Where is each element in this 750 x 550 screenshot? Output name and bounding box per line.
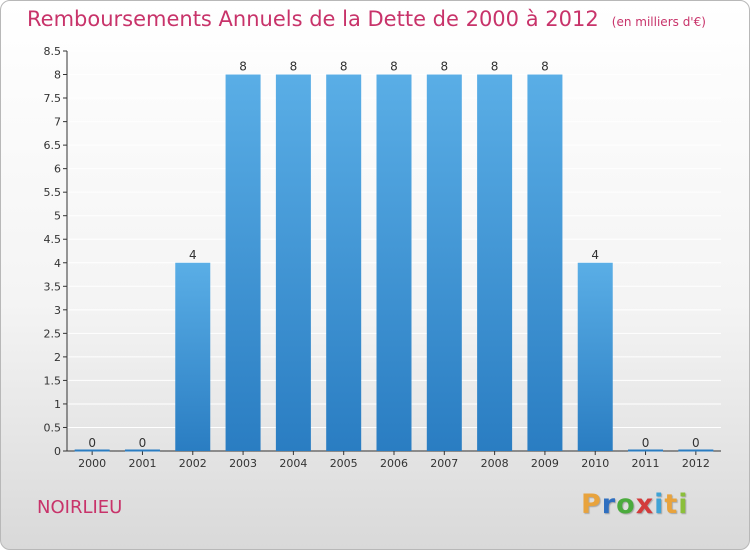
- data-label: 8: [541, 60, 549, 74]
- logo-letter: x: [635, 489, 655, 520]
- bar-layer: [74, 74, 714, 452]
- y-tick-label: 0: [54, 445, 61, 458]
- y-tick-label: 4.5: [44, 233, 62, 246]
- chart-title-unit: (en milliers d'€): [611, 15, 706, 29]
- y-tick-label: 2: [54, 351, 61, 364]
- x-tick-label: 2003: [229, 457, 257, 470]
- logo-letter: i: [654, 489, 665, 520]
- logo-letter: P: [581, 489, 602, 520]
- x-tick-label: 2002: [179, 457, 207, 470]
- bar: [275, 74, 311, 451]
- proxiti-logo[interactable]: Proxiti: [581, 489, 689, 520]
- y-tick-label: 3: [54, 304, 61, 317]
- y-tick-label: 7: [54, 116, 61, 129]
- data-label: 8: [440, 60, 448, 74]
- y-tick-label: 5: [54, 210, 61, 223]
- logo-letter: t: [664, 489, 679, 520]
- bar: [577, 262, 613, 451]
- y-tick-label: 6: [54, 163, 61, 176]
- x-tick-label: 2011: [632, 457, 660, 470]
- y-tick-label: 7.5: [44, 92, 62, 105]
- y-tick-label: 8.5: [44, 45, 62, 58]
- y-tick-label: 2.5: [44, 327, 62, 340]
- data-label: 0: [692, 436, 700, 450]
- commune-name: NOIRLIEU: [37, 497, 123, 518]
- x-tick-label: 2005: [330, 457, 358, 470]
- y-tick-label: 6.5: [44, 139, 62, 152]
- x-tick-label: 2006: [380, 457, 408, 470]
- data-label: 8: [290, 60, 298, 74]
- bar: [477, 74, 513, 451]
- data-label: 8: [239, 60, 247, 74]
- x-tick-label: 2000: [78, 457, 106, 470]
- data-label: 0: [139, 436, 147, 450]
- data-label: 8: [390, 60, 398, 74]
- data-label: 4: [591, 248, 599, 262]
- data-label: 8: [491, 60, 499, 74]
- x-tick-label: 2007: [430, 457, 458, 470]
- x-tick-label: 2008: [481, 457, 509, 470]
- y-tick-label: 8: [54, 69, 61, 82]
- y-tick-label: 1: [54, 398, 61, 411]
- logo-letter: i: [678, 489, 689, 520]
- x-tick-label: 2010: [581, 457, 609, 470]
- x-tick-label: 2001: [128, 457, 156, 470]
- y-tick-label: 0.5: [44, 421, 62, 434]
- bar: [527, 74, 563, 451]
- data-label: 8: [340, 60, 348, 74]
- chart-title: Remboursements Annuels de la Dette de 20…: [27, 7, 706, 31]
- y-tick-label: 1.5: [44, 374, 62, 387]
- data-label: 4: [189, 248, 197, 262]
- y-tick-label: 3.5: [44, 280, 62, 293]
- label-layer: 0 2000 0 2001 4 2002 8 2003 8 2004 8 2005 8 2006 8 2007…: [78, 60, 710, 470]
- x-tick-label: 2004: [279, 457, 307, 470]
- y-tick-label: 4: [54, 257, 61, 270]
- data-label: 0: [88, 436, 96, 450]
- x-tick-label: 2009: [531, 457, 559, 470]
- bar: [175, 262, 211, 451]
- y-tick-label: 5.5: [44, 186, 62, 199]
- x-tick-label: 2012: [682, 457, 710, 470]
- logo-letter: r: [601, 489, 617, 520]
- bar: [376, 74, 412, 451]
- bar: [426, 74, 462, 451]
- data-label: 0: [642, 436, 650, 450]
- chart-title-main: Remboursements Annuels de la Dette de 20…: [27, 7, 599, 31]
- logo-letter: o: [616, 489, 636, 520]
- bar: [326, 74, 362, 451]
- bar: [225, 74, 261, 451]
